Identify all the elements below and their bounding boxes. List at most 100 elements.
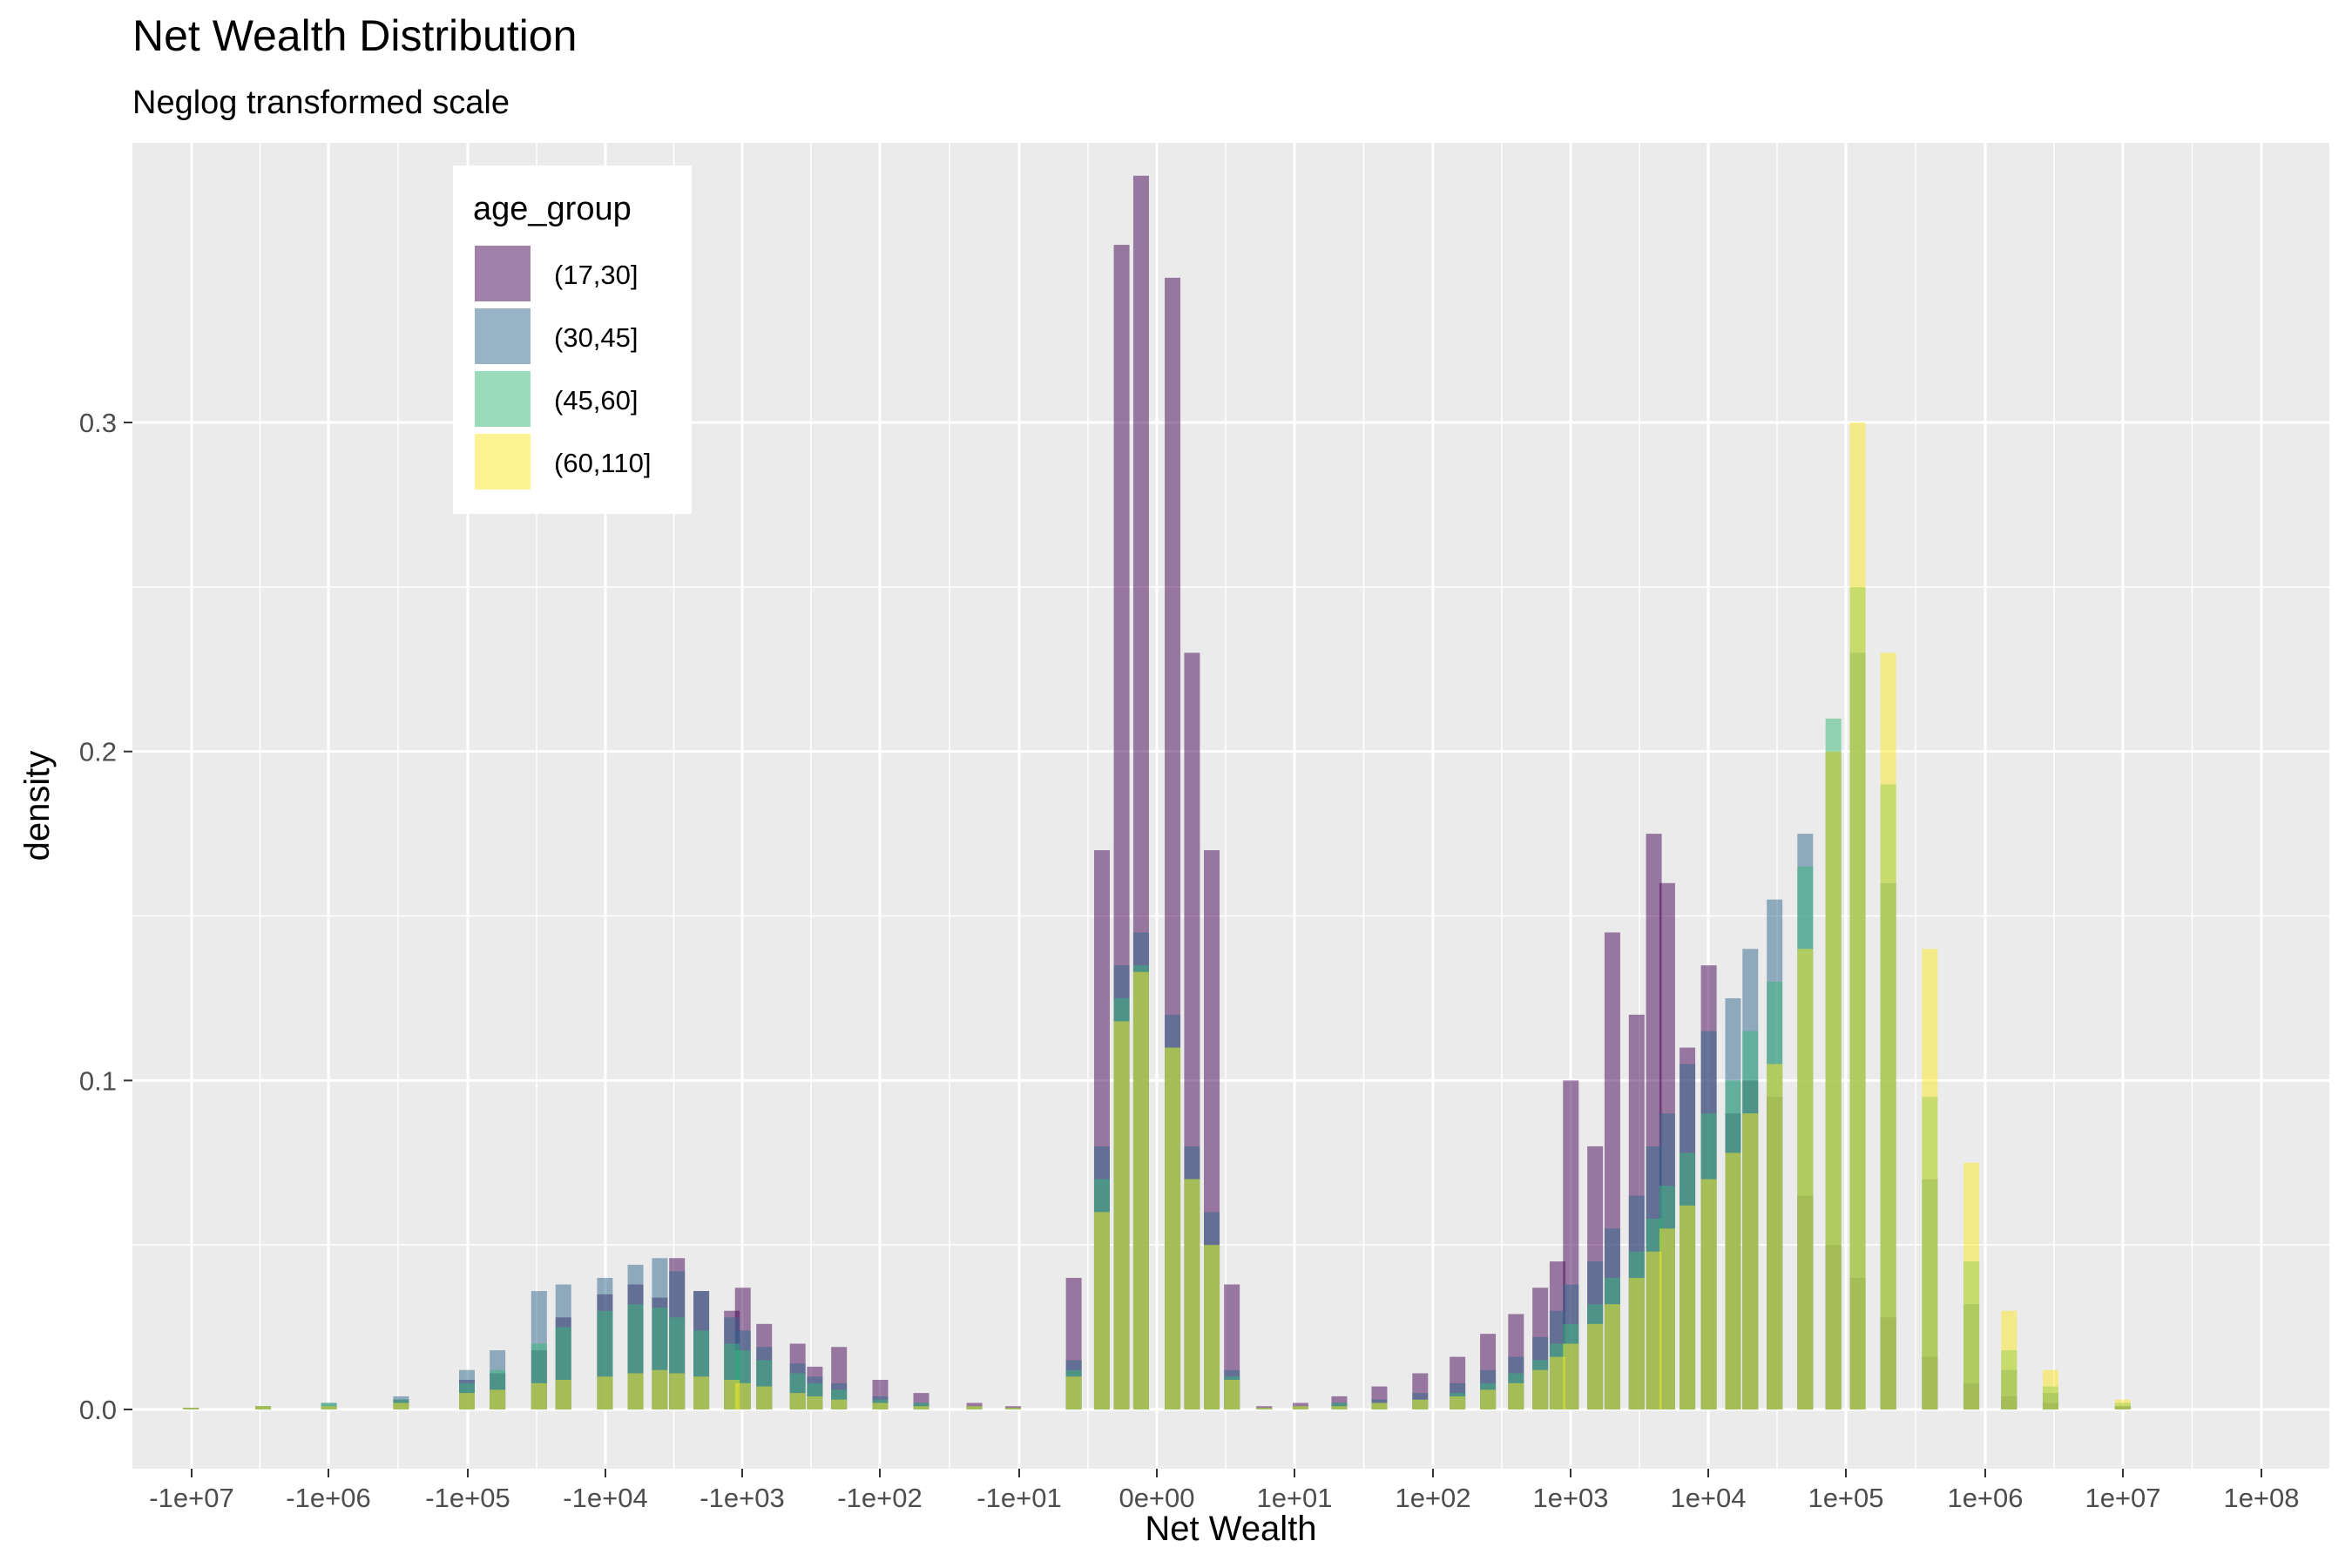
x-tick-label: 1e+07: [2085, 1483, 2160, 1513]
histogram-bar: [1412, 1399, 1429, 1410]
histogram-bar: [1132, 971, 1149, 1410]
histogram-bars: [183, 175, 2131, 1410]
histogram-bar: [1742, 1113, 1759, 1410]
x-tick-label: -1e+01: [977, 1483, 1061, 1513]
histogram-bar: [789, 1393, 806, 1410]
x-tick-label: -1e+05: [425, 1483, 510, 1513]
x-axis-title: Net Wealth: [1145, 1510, 1316, 1548]
x-tick-label: -1e+03: [700, 1483, 784, 1513]
histogram-bar: [1659, 1228, 1675, 1410]
x-tick-label: -1e+02: [837, 1483, 922, 1513]
y-axis-title: density: [18, 751, 57, 862]
legend-swatch: [475, 434, 531, 490]
legend-label: (60,110]: [554, 448, 651, 478]
histogram-bar: [1563, 1343, 1579, 1410]
histogram-bar: [2042, 1369, 2058, 1410]
x-tick-label: -1e+07: [149, 1483, 233, 1513]
histogram-bar: [555, 1380, 571, 1410]
legend-label: (45,60]: [554, 385, 639, 416]
x-tick-label: -1e+04: [563, 1483, 647, 1513]
histogram-bar: [913, 1406, 929, 1410]
y-axis: 0.0 0.1 0.2 0.3: [79, 408, 132, 1425]
histogram-bar: [693, 1376, 710, 1410]
chart-title: Net Wealth Distribution: [132, 11, 577, 60]
histogram-bar: [1849, 422, 1866, 1410]
histogram-bar: [1587, 1323, 1604, 1410]
x-tick-label: 1e+02: [1395, 1483, 1470, 1513]
legend-swatch: [475, 308, 531, 364]
histogram-bar: [1184, 1179, 1200, 1410]
histogram-bar: [1256, 1408, 1273, 1410]
legend-title: age_group: [473, 191, 632, 227]
y-tick-label: 0.3: [79, 408, 117, 438]
histogram-bar: [1825, 751, 1842, 1410]
y-tick-label: 0.0: [79, 1395, 117, 1425]
histogram-bar: [1604, 1304, 1620, 1410]
histogram-bar: [1532, 1369, 1549, 1410]
legend-label: (17,30]: [554, 260, 639, 290]
legend-swatch: [475, 371, 531, 427]
histogram-bar: [966, 1406, 983, 1410]
legend-entries: (17,30] (30,45] (45,60] (60,110]: [473, 244, 651, 491]
histogram-bar: [627, 1373, 644, 1410]
histogram-bar: [669, 1373, 686, 1410]
x-tick-label: 0e+00: [1119, 1483, 1194, 1513]
legend: age_group (17,30] (30,45] (45,60] (60,110]: [453, 166, 692, 514]
histogram-bar: [2001, 1310, 2017, 1410]
x-tick-label: 1e+01: [1256, 1483, 1332, 1513]
histogram-bar: [756, 1386, 773, 1410]
histogram-bar: [1005, 1408, 1022, 1410]
histogram-bar: [1292, 1406, 1308, 1410]
histogram-bar: [597, 1376, 613, 1410]
histogram-bar: [1628, 1277, 1645, 1410]
histogram-bar: [2114, 1399, 2131, 1410]
histogram-bar: [393, 1402, 409, 1410]
histogram-bar: [1204, 1245, 1220, 1410]
x-axis: -1e+07 -1e+06 -1e+05 -1e+04 -1e+03 -1e+02 -1e+…: [149, 1469, 2300, 1513]
x-tick-label: 1e+04: [1670, 1483, 1746, 1513]
histogram-bar: [321, 1406, 337, 1410]
histogram-bar: [1700, 1179, 1717, 1410]
histogram-bar: [1680, 1205, 1696, 1410]
histogram-bar: [831, 1399, 848, 1410]
legend-swatch: [475, 246, 531, 301]
histogram-bar: [872, 1402, 889, 1410]
chart-subtitle: Neglog transformed scale: [132, 84, 510, 121]
histogram-bar: [1093, 1212, 1110, 1410]
histogram-bar: [1113, 1021, 1130, 1410]
histogram-bar: [1646, 1251, 1662, 1410]
histogram-bar: [1880, 652, 1896, 1410]
histogram-bar: [255, 1406, 272, 1410]
x-tick-label: -1e+06: [286, 1483, 370, 1513]
histogram-bar: [1922, 949, 1938, 1410]
histogram-bar: [183, 1408, 199, 1410]
x-tick-label: 1e+03: [1532, 1483, 1608, 1513]
histogram-bar: [1331, 1406, 1348, 1410]
histogram-bar: [1480, 1389, 1497, 1410]
histogram-bar: [652, 1369, 668, 1410]
series-bars: [183, 422, 2131, 1410]
histogram-bar: [1065, 1376, 1082, 1410]
x-tick-label: 1e+08: [2223, 1483, 2299, 1513]
y-tick-label: 0.1: [79, 1065, 117, 1096]
histogram-bar: [1549, 1356, 1565, 1410]
histogram-bar: [1508, 1382, 1524, 1410]
x-tick-label: 1e+05: [1808, 1483, 1883, 1513]
histogram-bar: [490, 1389, 506, 1410]
histogram-bar: [458, 1393, 475, 1410]
histogram-bar: [1963, 1162, 1980, 1410]
histogram-bar: [1371, 1402, 1388, 1410]
histogram-bar: [1450, 1396, 1466, 1410]
histogram-bar: [807, 1396, 823, 1410]
histogram-bar: [734, 1382, 751, 1410]
legend-label: (30,45]: [554, 322, 639, 353]
histogram-bar: [1797, 949, 1814, 1410]
x-tick-label: 1e+06: [1947, 1483, 2023, 1513]
histogram-bar: [1725, 1152, 1741, 1410]
histogram-bar: [1165, 1047, 1181, 1410]
histogram-bar: [531, 1382, 547, 1410]
y-tick-label: 0.2: [79, 737, 117, 767]
histogram-bar: [1767, 1064, 1783, 1410]
histogram-bar: [1224, 1380, 1240, 1410]
